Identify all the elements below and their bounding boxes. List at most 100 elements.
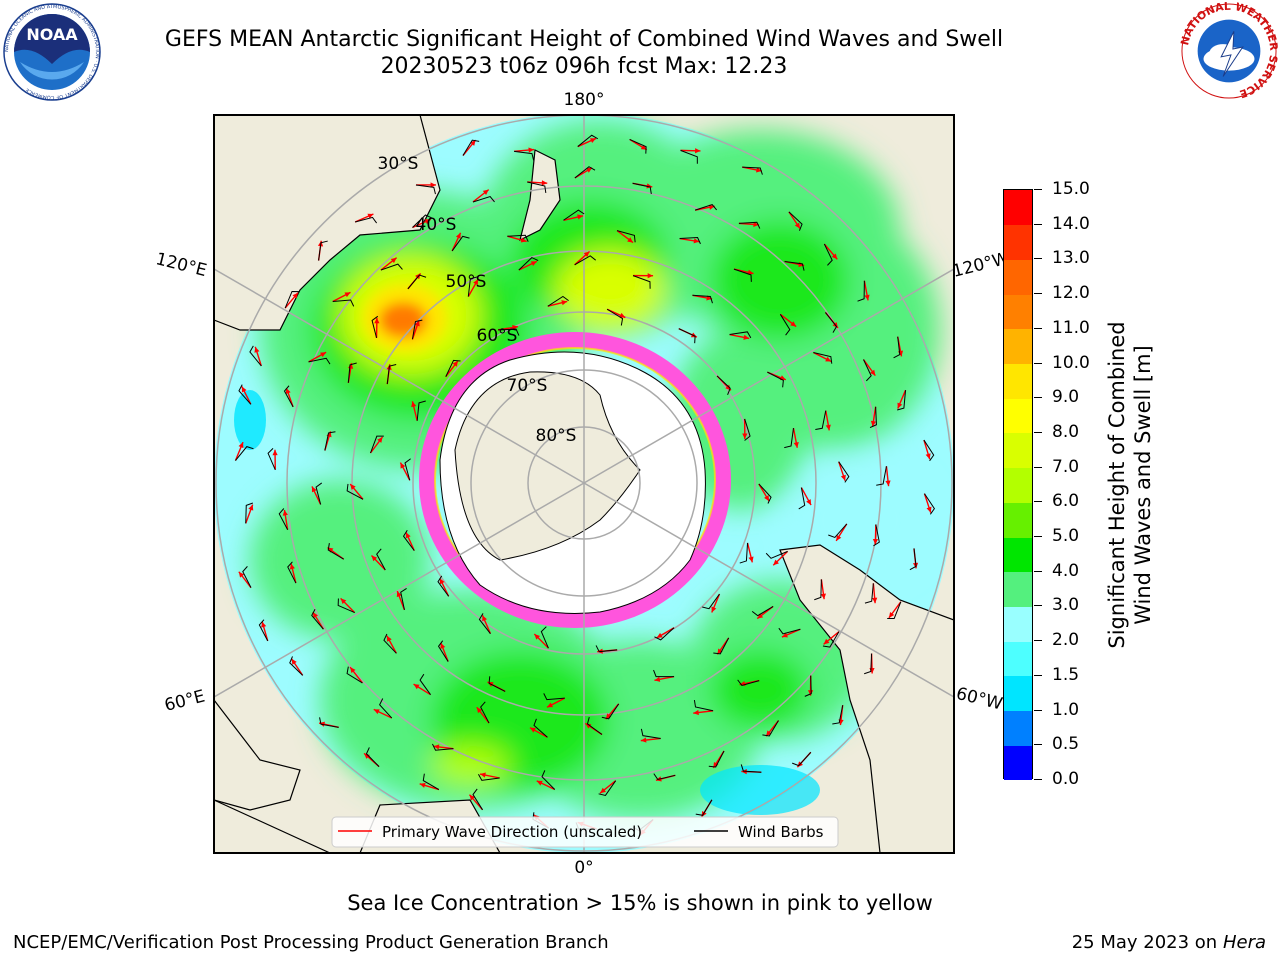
wave-arrow-head <box>413 684 420 690</box>
wave-arrow-head <box>340 598 347 605</box>
wave-arrow-head <box>292 292 298 299</box>
wind-barb <box>692 294 713 304</box>
wind-barb <box>887 601 902 619</box>
wind-barb <box>586 716 603 735</box>
credit-text: NCEP/EMC/Verification Post Processing Pr… <box>13 932 609 953</box>
wave-arrow-head <box>367 213 374 219</box>
colorbar-title-line1: Significant Height of Combined <box>1105 321 1129 649</box>
colorbar-tick-label: 4.0 <box>1052 560 1080 581</box>
wind-barb <box>574 255 597 266</box>
wind-barb <box>606 308 624 326</box>
colorbar-tick <box>1034 431 1042 433</box>
wave-arrow-head <box>773 559 779 566</box>
wave-arrow-head <box>717 648 723 655</box>
colorbar-tick-label: 5.0 <box>1052 526 1080 547</box>
lon-label-60w: 60°W <box>954 684 1005 715</box>
wind-barb <box>629 138 647 154</box>
colorbar-segment <box>1004 398 1032 434</box>
wave-arrow-head <box>238 442 244 449</box>
nws-logo: NATIONAL WEATHER SERVICE <box>1180 2 1278 100</box>
wave-arrow-head <box>764 495 770 502</box>
colorbar-segment <box>1004 294 1032 330</box>
wave-arrow-head <box>312 612 318 619</box>
wave-arrow-head <box>254 346 260 353</box>
wind-barb <box>729 331 752 339</box>
wind-barb <box>451 235 470 252</box>
colorbar-segment <box>1004 259 1032 295</box>
wave-arrow-head <box>806 499 812 506</box>
wind-barb <box>574 166 596 179</box>
wind-barb <box>601 703 620 720</box>
colorbar-tick <box>1034 258 1042 260</box>
wave-arrow-head <box>640 144 647 150</box>
lat-label-60s: 60°S <box>477 326 518 346</box>
wind-barb <box>419 673 431 695</box>
wave-arrow-head <box>530 261 537 267</box>
wave-arrow-head <box>377 436 383 443</box>
wave-arrow-head <box>743 334 750 340</box>
wave-arrow-head <box>248 504 254 511</box>
wind-barb <box>804 675 812 697</box>
wind-barb <box>518 257 539 271</box>
wave-arrow-head <box>291 658 297 665</box>
colorbar-tick-label: 6.0 <box>1052 491 1080 512</box>
wave-arrow-head <box>656 632 663 638</box>
colorbar-tick <box>1034 674 1042 676</box>
wave-arrow-head <box>373 709 380 715</box>
wind-barb <box>527 181 547 194</box>
wave-arrow-head <box>241 386 247 393</box>
wave-arrow-head <box>748 556 754 563</box>
wind-barb <box>472 788 483 811</box>
wind-barb <box>488 676 506 692</box>
wave-arrow-head <box>529 727 536 733</box>
wind-barb <box>654 627 675 641</box>
wave-arrow-head <box>547 702 554 708</box>
wave-arrow-head <box>364 753 370 759</box>
wave-arrow-head <box>374 317 380 324</box>
wave-arrow-head <box>888 611 895 618</box>
wind-barb <box>778 627 801 635</box>
wave-arrow-head <box>424 219 431 224</box>
colorbar-segment <box>1004 571 1032 607</box>
wave-arrow-head <box>452 360 458 367</box>
wind-barb <box>249 345 262 367</box>
colorbar-tick-label: 1.5 <box>1052 664 1080 685</box>
wave-arrow-head <box>693 709 699 716</box>
wind-barb <box>825 312 838 333</box>
wind-barb <box>779 314 791 336</box>
wave-arrow-head <box>311 486 317 493</box>
wave-arrow-head <box>925 453 931 460</box>
wave-arrow-head <box>926 506 932 513</box>
wind-barb <box>563 209 585 221</box>
wind-barb <box>751 606 774 617</box>
wind-barb <box>864 653 873 675</box>
map-frame <box>213 114 955 854</box>
wind-barb <box>694 203 718 211</box>
wave-arrow-head <box>627 237 634 243</box>
wave-arrow-head <box>411 401 417 408</box>
date-value: 25 May 2023 on <box>1071 932 1218 953</box>
wind-barb <box>346 483 364 500</box>
lat-label-50s: 50°S <box>446 272 487 292</box>
wave-arrow-head <box>520 237 527 243</box>
wave-arrow-head <box>469 794 475 801</box>
wind-barb <box>412 214 433 228</box>
colorbar-tick <box>1034 466 1042 468</box>
wind-barb <box>318 240 328 261</box>
wave-arrow-head <box>455 232 461 239</box>
wind-barb <box>319 717 339 728</box>
wave-arrow-head <box>831 253 838 260</box>
wave-arrow-head <box>390 257 397 264</box>
wind-barb <box>815 410 827 430</box>
wind-barb <box>258 619 269 642</box>
lat-label-80s: 80°S <box>536 426 577 446</box>
colorbar-segment <box>1004 467 1032 503</box>
wind-barb <box>478 773 500 781</box>
wave-arrow-head <box>350 484 356 490</box>
colorbar-segment <box>1004 675 1032 712</box>
wind-barb <box>792 751 812 767</box>
wind-barb <box>245 502 254 524</box>
wind-barb <box>472 195 495 203</box>
wind-barb <box>462 139 480 156</box>
wave-arrow-head <box>711 606 717 613</box>
